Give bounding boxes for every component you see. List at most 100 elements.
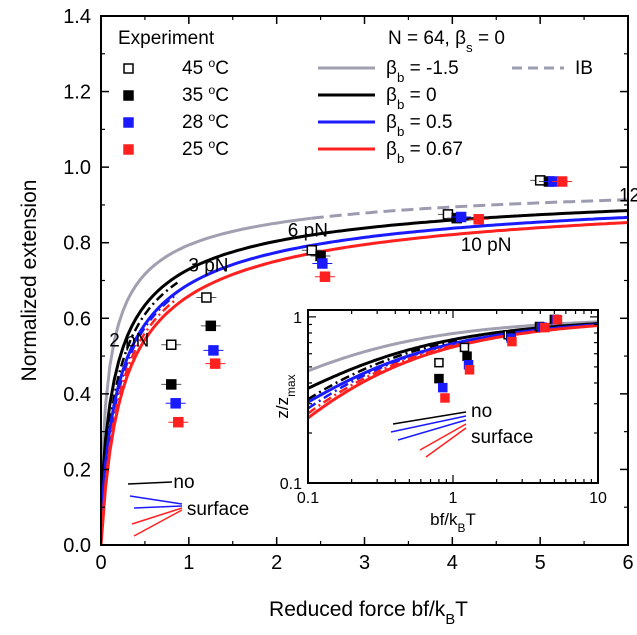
- legend-marker-35C: [123, 90, 134, 101]
- force-label-6pN: 6 pN: [288, 220, 328, 241]
- data-point-45C: [442, 209, 454, 220]
- x-tick-label: 2: [271, 552, 282, 574]
- no-surface-arrow: [133, 509, 183, 537]
- legend-marker-28C: [123, 117, 134, 128]
- main-plot-area: [101, 175, 628, 545]
- x-tick-label: 1: [183, 552, 194, 574]
- y-tick-label: 0.8: [63, 233, 91, 255]
- legend-marker-25C: [123, 144, 134, 155]
- inset-y-axis-label: z/zmax: [273, 374, 298, 418]
- inset-no-surface-arrow: [397, 419, 467, 441]
- inset-no-surface-label-line2: surface: [471, 427, 533, 448]
- curve-beta-0: [101, 209, 628, 500]
- y-tick-label: 1.0: [63, 157, 91, 179]
- legend-label-25C: 25 oC: [182, 137, 229, 160]
- inset-data-point-35C: [434, 373, 444, 384]
- no-surface-arrow: [127, 481, 173, 485]
- curve-ib: [311, 198, 628, 220]
- x-tick-label: 0: [95, 552, 106, 574]
- x-tick-label: 3: [359, 552, 370, 574]
- force-label-10pN: 10 pN: [461, 235, 512, 256]
- inset-no-surface-arrow: [419, 423, 467, 451]
- inset-data-point-25C: [552, 314, 563, 325]
- y-axis-label: Normalized extension: [18, 180, 41, 382]
- inset-curve-no-surface-0p67: [308, 342, 460, 415]
- data-point-25C: [209, 358, 221, 369]
- data-point-45C: [166, 339, 177, 350]
- legend-label-ib: IB: [575, 58, 593, 79]
- curve-beta-0p67: [101, 221, 628, 545]
- curve-no-surface-0p67: [101, 297, 179, 545]
- legend-label-35C: 35 oC: [182, 83, 229, 106]
- inset-data-point-28C: [438, 382, 448, 393]
- inset-data-point-25C: [440, 393, 450, 403]
- curve-no-surface-0: [101, 281, 179, 536]
- inset-data-point-35C: [462, 351, 472, 361]
- legend-label-beta-0p67: βb = 0.67: [386, 139, 463, 166]
- inset-no-surface-label-line1: no: [471, 401, 492, 422]
- inset-curve-beta--1p5: [308, 320, 598, 373]
- data-point-25C: [173, 416, 184, 428]
- y-tick-label: 1.4: [63, 6, 91, 28]
- data-point-28C: [208, 345, 219, 356]
- curve-beta--1p5: [101, 216, 312, 489]
- force-label-125pN: 12.5 pN: [619, 186, 637, 207]
- x-axis-label: Reduced force bf/kBT: [269, 598, 468, 628]
- inset-data-point-25C: [464, 365, 475, 375]
- data-point-28C: [317, 258, 328, 269]
- y-tick-label: 0.4: [63, 384, 91, 406]
- legend-label-beta-0: βb = 0: [386, 85, 437, 112]
- legend-label-beta--1p5: βb = -1.5: [386, 58, 459, 85]
- data-point-35C: [166, 379, 177, 390]
- inset-curve-no-surface-0p5: [308, 341, 460, 410]
- inset-data-point-25C: [540, 322, 550, 333]
- no-surface-arrow: [133, 505, 183, 509]
- data-point-28C: [455, 211, 467, 223]
- inset-background: [308, 310, 598, 483]
- inset-data-point-25C: [507, 336, 517, 347]
- inset-y-tick-label: 1: [293, 310, 302, 327]
- inset-no-surface-arrow: [425, 427, 467, 458]
- curve-no-surface-0p5: [101, 292, 179, 540]
- data-point-25C: [556, 176, 568, 187]
- inset-plot-area: [308, 314, 598, 420]
- inset-x-axis-label: bf/kBT: [430, 510, 476, 535]
- data-point-35C: [205, 320, 217, 332]
- y-tick-label: 1.2: [63, 82, 91, 104]
- legend-label-45C: 45 oC: [182, 56, 229, 79]
- no-surface-arrow: [129, 495, 183, 505]
- parameter-label: N = 64, βs = 0: [388, 28, 505, 55]
- data-point-45C: [201, 292, 212, 303]
- legend-marker-45C: [123, 63, 134, 74]
- inset-no-surface-arrow: [390, 415, 467, 433]
- inset-curve-no-surface-0: [308, 338, 460, 401]
- no-surface-label-line2: surface: [187, 499, 249, 520]
- inset-x-tick-label: 10: [589, 490, 607, 507]
- force-label-3pN: 3 pN: [188, 256, 228, 277]
- y-tick-label: 0.2: [63, 459, 91, 481]
- no-surface-arrow: [131, 507, 183, 525]
- x-tick-label: 5: [535, 552, 546, 574]
- inset-x-tick-label: 1: [449, 490, 458, 507]
- inset-data-point-45C: [434, 357, 444, 368]
- inset-curve-beta-0p67: [308, 324, 598, 420]
- data-point-28C: [170, 398, 181, 409]
- inset-no-surface-arrow: [392, 411, 467, 425]
- inset-data-point-45C: [459, 342, 470, 353]
- legend-label-beta-0p5: βb = 0.5: [386, 112, 452, 139]
- inset-x-tick-label: 0.1: [297, 490, 319, 507]
- curve-beta-0p5: [101, 215, 628, 519]
- data-point-45C: [534, 175, 546, 186]
- legend-title: Experiment: [118, 28, 215, 49]
- inset-curve-beta-0: [308, 322, 598, 390]
- inset-y-tick-label: 0.1: [280, 476, 302, 493]
- no-surface-label-line1: no: [173, 472, 194, 493]
- x-tick-label: 6: [622, 552, 633, 574]
- y-tick-label: 0.6: [63, 308, 91, 330]
- legend-label-28C: 28 oC: [182, 110, 229, 133]
- data-point-25C: [473, 214, 484, 225]
- data-point-25C: [319, 271, 331, 282]
- x-tick-label: 4: [447, 552, 458, 574]
- force-label-2pN: 2 pN: [109, 331, 149, 352]
